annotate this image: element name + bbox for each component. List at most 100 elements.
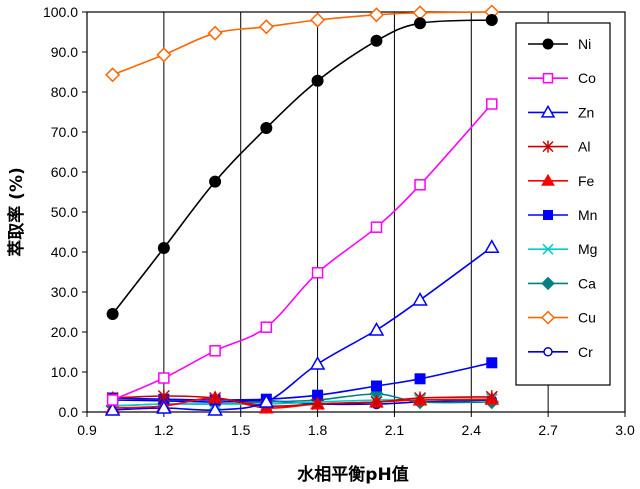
data-point-co	[158, 372, 170, 384]
legend-marker-zn	[540, 104, 556, 118]
vertical-gridlines	[163, 12, 549, 412]
legend-label-al: Al	[578, 139, 590, 155]
y-axis-title: 萃取率 (%)	[6, 167, 27, 257]
legend-marker-cr	[543, 347, 553, 357]
y-tick-label: 90.0	[51, 44, 78, 60]
legend-label-cu: Cu	[578, 310, 596, 326]
data-point-co	[106, 394, 119, 406]
legend-label-cr: Cr	[578, 344, 593, 360]
series-line-co	[112, 103, 493, 401]
data-point-zn	[104, 401, 121, 416]
series-zn	[104, 239, 500, 416]
data-point-al	[370, 395, 383, 409]
legend-label-fe: Fe	[578, 173, 595, 189]
data-point-ni	[414, 17, 427, 30]
data-point-zn	[483, 239, 500, 253]
x-tick-label: 3.0	[615, 422, 635, 438]
legend-marker-co	[542, 72, 554, 84]
legend-label-zn: Zn	[578, 104, 594, 120]
data-point-cu	[207, 25, 223, 41]
legend-label-mn: Mn	[578, 207, 597, 223]
legend-item-ca: Ca	[528, 275, 596, 291]
legend-item-al: Al	[528, 139, 590, 155]
data-point-al	[414, 391, 427, 405]
y-tick-label: 80.0	[51, 84, 78, 100]
legend-item-cr: Cr	[528, 344, 593, 360]
data-point-co	[486, 98, 498, 110]
data-point-ni	[260, 122, 273, 134]
data-point-co	[370, 221, 383, 233]
legend-marker-ni	[542, 38, 554, 50]
legend-marker-mn	[543, 210, 553, 220]
data-point-cu	[156, 47, 172, 63]
legend-label-mg: Mg	[578, 241, 597, 257]
legend: Ni Co Zn Al Fe Mn Mg Ca Cu Cr	[515, 22, 611, 386]
data-point-ni	[209, 175, 222, 188]
y-tick-label: 40.0	[51, 244, 78, 260]
data-point-mn	[370, 380, 382, 392]
data-point-zn	[156, 399, 172, 414]
series-co	[106, 98, 498, 406]
series-line-ni	[111, 19, 492, 315]
series-ni	[106, 14, 498, 320]
x-tick-label: 1.8	[308, 422, 328, 438]
data-point-co	[311, 267, 324, 279]
x-tick-label: 2.4	[462, 422, 482, 438]
legend-item-fe: Fe	[528, 173, 595, 189]
data-point-mn	[486, 357, 498, 369]
data-point-zn	[412, 291, 428, 306]
data-point-zn	[309, 355, 326, 370]
data-point-al	[485, 390, 498, 404]
data-point-zn	[258, 393, 275, 408]
legend-label-ca: Ca	[578, 275, 596, 291]
data-point-zn	[368, 321, 385, 336]
y-tick-label: 30.0	[51, 284, 78, 300]
legend-item-cu: Cu	[528, 310, 596, 326]
axes	[82, 11, 626, 417]
legend-marker-fe	[541, 173, 555, 186]
y-tick-label: 70.0	[51, 124, 78, 140]
y-tick-label: 50.0	[51, 204, 78, 220]
data-point-ni	[370, 34, 383, 47]
tick-labels: 0.9 1.2 1.5 1.8 2.1 2.4 2.7 3.0 0.0 10.0 20.0 30.0 4…	[43, 4, 635, 438]
data-point-zn	[207, 401, 223, 416]
x-tick-label: 2.1	[385, 422, 405, 438]
data-point-ni	[157, 242, 170, 254]
x-axis-title: 水相平衡pH值	[297, 464, 408, 485]
legend-item-co: Co	[528, 70, 596, 86]
y-tick-label: 10.0	[51, 364, 78, 380]
x-tick-label: 2.7	[538, 422, 558, 438]
y-tick-label: 60.0	[51, 164, 78, 180]
data-point-ni	[311, 74, 324, 87]
y-tick-label: 100.0	[43, 4, 78, 20]
data-point-ni	[485, 14, 498, 26]
x-tick-label: 1.5	[231, 422, 251, 438]
data-point-al	[311, 397, 324, 411]
data-point-cu	[105, 67, 121, 83]
data-point-cu	[368, 7, 385, 23]
data-point-mn	[414, 373, 426, 385]
legend-item-mg: Mg	[528, 241, 597, 257]
legend-box	[515, 22, 611, 386]
data-point-co	[209, 345, 221, 357]
legend-label-ni: Ni	[578, 36, 591, 52]
data-point-cu	[258, 19, 274, 35]
x-tick-label: 0.9	[77, 422, 97, 438]
x-tick-label: 1.2	[154, 422, 174, 438]
legend-label-co: Co	[578, 70, 596, 86]
legend-item-zn: Zn	[528, 104, 594, 120]
plot-frame	[86, 11, 626, 413]
series-layer	[104, 4, 500, 416]
legend-marker-al	[542, 140, 554, 153]
legend-marker-mg	[542, 243, 554, 255]
y-tick-label: 0.0	[59, 404, 79, 420]
legend-marker-cu	[540, 310, 556, 325]
series-line-zn	[112, 246, 493, 412]
legend-item-mn: Mn	[528, 207, 597, 223]
data-point-co	[260, 321, 273, 333]
y-tick-label: 20.0	[51, 324, 78, 340]
data-point-co	[414, 179, 426, 191]
series-cu	[105, 4, 500, 83]
data-point-ni	[106, 308, 119, 320]
